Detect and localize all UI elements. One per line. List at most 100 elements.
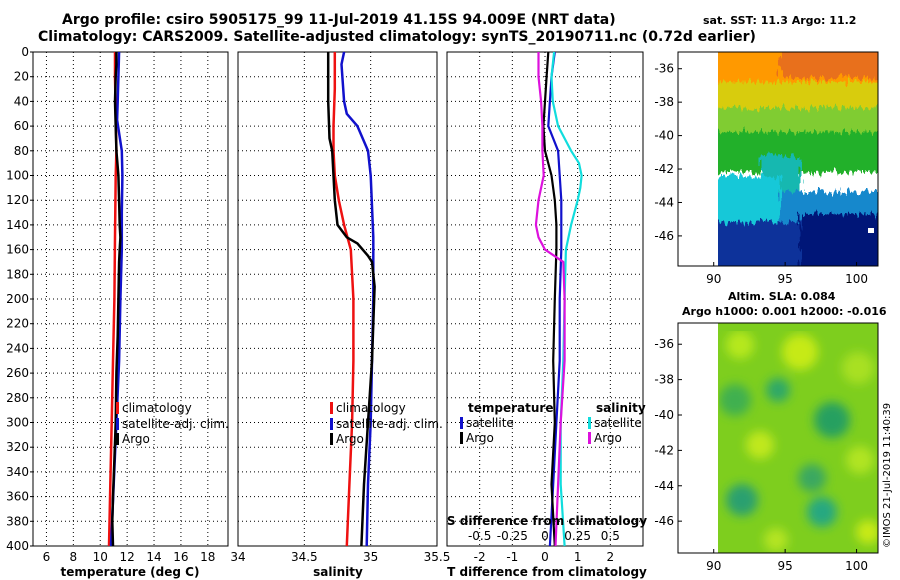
salinity-difference-tick-label: 0.25 — [564, 529, 591, 543]
salinity-panel: 34 34.5 35 35.5 salinity climatology satellite… — [230, 51, 451, 579]
salinity-tick-label: 35 — [363, 550, 378, 564]
salinity-plot-area — [237, 51, 438, 547]
sla-map-xtick-label: 90 — [706, 559, 721, 573]
temperature-legend-argo-label: Argo — [122, 432, 150, 446]
sst-map-ytick-label: -36 — [654, 62, 674, 76]
depth-tick-label: 220 — [6, 317, 29, 331]
difference-legend-t-satellite-swatch — [460, 417, 463, 429]
temperature-xlabel: temperature (deg C) — [61, 565, 200, 579]
sla-map-ytick-label: -46 — [654, 514, 674, 528]
salinity-tick-label: 34.5 — [291, 550, 318, 564]
salinity-legend-climatology-swatch — [330, 402, 333, 414]
difference-tick-label: 1 — [574, 550, 582, 564]
sst-map-nodata-area — [678, 52, 714, 266]
salinity-xlabel: salinity — [313, 565, 363, 579]
difference-legend-temperature-title: temperature — [468, 401, 553, 415]
difference-legend-t-satellite-label: satellite — [466, 416, 514, 430]
depth-tick-label: 80 — [14, 144, 29, 158]
series-argo — [326, 52, 376, 547]
temperature-legend-climatology-label: climatology — [122, 401, 192, 415]
sla-map-nodata-area — [678, 323, 714, 553]
depth-tick-label: 140 — [6, 218, 29, 232]
depth-tick-label: 320 — [6, 440, 29, 454]
depth-tick-label: 360 — [6, 490, 29, 504]
difference-legend-s-satellite-swatch — [588, 417, 591, 429]
difference-legend-t-argo-swatch — [460, 432, 463, 444]
temperature-tick-label: 12 — [119, 550, 134, 564]
depth-tick-label: 160 — [6, 243, 29, 257]
difference-legend-t-argo-label: Argo — [466, 431, 494, 445]
series-argo — [111, 52, 122, 547]
difference-panel: -2 -1 0 1 2 -0.5 -0.25 0 0.25 0.5S difference fro… — [446, 51, 647, 579]
difference-tick-label: 0 — [541, 550, 549, 564]
depth-tick-label: 280 — [6, 391, 29, 405]
depth-tick-label: 0 — [21, 45, 29, 59]
temperature-tick-label: 16 — [173, 550, 188, 564]
temperature-tick-label: 18 — [200, 550, 215, 564]
salinity-difference-xlabel: S difference from climatology — [447, 514, 647, 528]
difference-legend-salinity-title: salinity — [596, 401, 646, 415]
sst-map-ytick-label: -44 — [654, 195, 674, 209]
depth-tick-label: 380 — [6, 514, 29, 528]
salinity-tick-label: 34 — [230, 550, 245, 564]
sst-map-ytick-label: -40 — [654, 129, 674, 143]
temperature-tick-label: 8 — [70, 550, 78, 564]
sst-map-ytick-label: -46 — [654, 229, 674, 243]
sst-map-xtick-label: 100 — [845, 272, 868, 286]
salinity-difference-tick-label: 0.5 — [601, 529, 620, 543]
temperature-panel: 0 20 40 60 80 100 120 140 160 180 200 220 240 260 280 3… — [6, 45, 229, 579]
sla-map-axes: 90 95 100 -36 -38 -40 -42 -44 -46 — [654, 323, 868, 573]
temperature-legend-satellite-adj-swatch — [116, 418, 119, 430]
sst-map-xtick-label: 95 — [778, 272, 793, 286]
temperature-tick-label: 14 — [146, 550, 161, 564]
sla-map-ytick-label: -36 — [654, 337, 674, 351]
salinity-legend-argo-swatch — [330, 433, 333, 445]
salinity-difference-tick-label: -0.5 — [468, 529, 491, 543]
sla-map-xtick-label: 95 — [778, 559, 793, 573]
sla-map-xtick-label: 100 — [845, 559, 868, 573]
depth-tick-label: 120 — [6, 193, 29, 207]
figure-title-line1: Argo profile: csiro 5905175_99 11-Jul-20… — [62, 12, 616, 28]
difference-tick-label: -1 — [506, 550, 518, 564]
depth-tick-label: 180 — [6, 267, 29, 281]
depth-tick-label: 40 — [14, 94, 29, 108]
difference-plot-area — [446, 51, 644, 547]
sla-map-ytick-label: -38 — [654, 373, 674, 387]
temperature-legend-satellite-adj-label: satellite-adj. clim. — [122, 417, 229, 431]
salinity-difference-tick-label: 0 — [541, 529, 549, 543]
sst-map-ytick-label: -38 — [654, 95, 674, 109]
temperature-plot-area — [32, 51, 229, 547]
temperature-tick-label: 10 — [93, 550, 108, 564]
sla-map-ytick-label: -44 — [654, 479, 674, 493]
salinity-difference-tick-label: -0.25 — [497, 529, 528, 543]
depth-tick-label: 400 — [6, 539, 29, 553]
sla-map-title-line2: Argo h1000: 0.001 h2000: -0.016 — [682, 305, 887, 318]
difference-legend-s-satellite-label: satellite — [594, 416, 642, 430]
difference-tick-label: 2 — [607, 550, 615, 564]
sla-map-ytick-label: -40 — [654, 408, 674, 422]
difference-legend-s-argo-swatch — [588, 432, 591, 444]
sst-map-ytick-label: -42 — [654, 162, 674, 176]
difference-xlabel: T difference from climatology — [447, 565, 647, 579]
difference-legend-s-argo-label: Argo — [594, 431, 622, 445]
depth-tick-label: 340 — [6, 465, 29, 479]
depth-tick-label: 300 — [6, 416, 29, 430]
depth-tick-label: 60 — [14, 119, 29, 133]
depth-tick-label: 100 — [6, 169, 29, 183]
series-t-satellite — [547, 51, 563, 547]
salinity-legend-climatology-label: climatology — [336, 401, 406, 415]
difference-tick-label: -2 — [474, 550, 486, 564]
salinity-tick-label: 35.5 — [424, 550, 451, 564]
sla-map-ytick-label: -42 — [654, 443, 674, 457]
sst-map-axes: 90 95 100 -36 -38 -40 -42 -44 -46 — [654, 52, 868, 286]
series-t-argo — [542, 51, 558, 547]
depth-tick-label: 260 — [6, 366, 29, 380]
sst-map-xtick-label: 90 — [706, 272, 721, 286]
sla-map-title-line1: Altim. SLA: 0.084 — [728, 290, 836, 303]
temperature-legend-climatology-swatch — [116, 402, 119, 414]
figure-title-line2: Climatology: CARS2009. Satellite-adjuste… — [38, 29, 756, 45]
salinity-legend-satellite-adj-swatch — [330, 418, 333, 430]
salinity-legend-satellite-adj-label: satellite-adj. clim. — [336, 417, 443, 431]
temperature-legend-argo-swatch — [116, 433, 119, 445]
